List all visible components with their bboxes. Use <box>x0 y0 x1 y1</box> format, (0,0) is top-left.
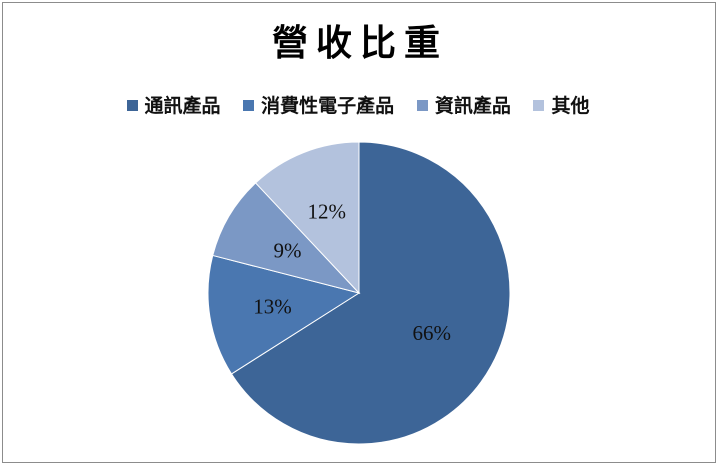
legend-item: 資訊產品 <box>416 91 511 118</box>
legend-swatch <box>243 100 255 111</box>
chart-legend: 通訊產品 消費性電子產品 資訊產品 其他 <box>0 91 720 118</box>
legend-label: 消費性電子產品 <box>261 95 395 117</box>
legend-swatch <box>533 100 545 111</box>
pie-slices <box>207 141 511 445</box>
legend-label: 資訊產品 <box>434 95 511 117</box>
legend-label: 通訊產品 <box>144 95 221 117</box>
pie-slice <box>230 141 511 445</box>
pie-data-label: 13% <box>253 295 292 319</box>
pie-data-label: 9% <box>274 239 302 263</box>
legend-item: 通訊產品 <box>126 91 221 118</box>
pie-data-label: 12% <box>308 200 347 224</box>
legend-swatch <box>126 100 138 111</box>
legend-item: 消費性電子產品 <box>243 91 394 118</box>
legend-item: 其他 <box>533 91 589 118</box>
pie-slice <box>254 141 360 295</box>
pie-data-label: 66% <box>413 321 452 345</box>
pie-slice <box>212 182 361 294</box>
legend-label: 其他 <box>551 95 590 117</box>
chart-title: 營收比重 <box>271 22 448 64</box>
legend-swatch <box>416 100 428 111</box>
pie-data-labels: 66% 13% 9%12% <box>253 200 451 345</box>
pie-slice <box>207 254 361 375</box>
